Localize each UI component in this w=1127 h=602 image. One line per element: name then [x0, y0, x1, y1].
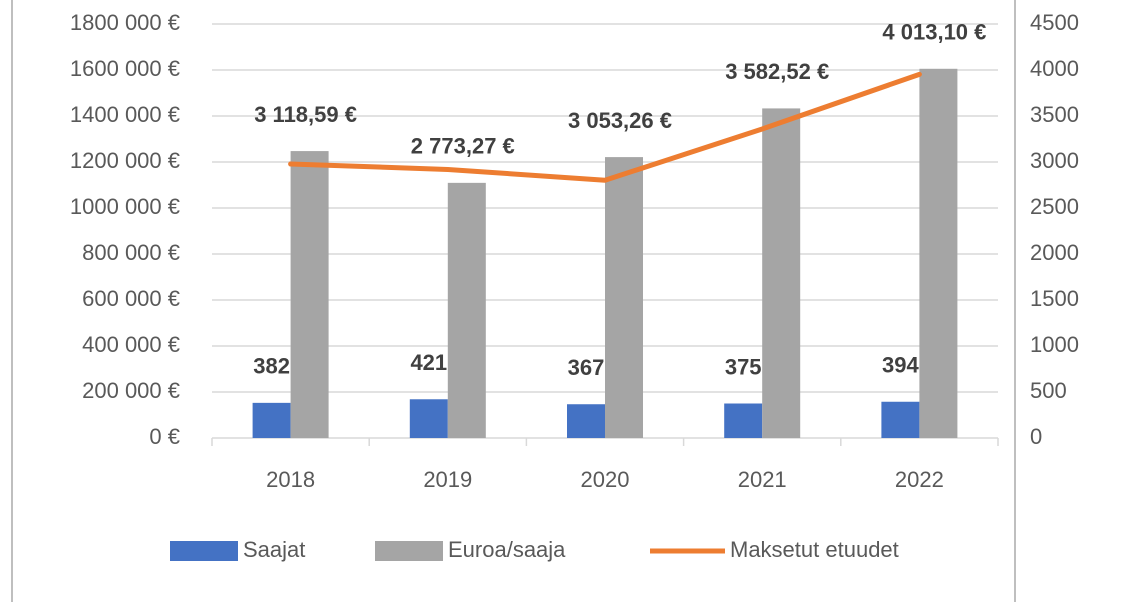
bar: [605, 157, 643, 438]
legend-label: Maksetut etuudet: [730, 537, 899, 562]
bar: [724, 403, 763, 438]
line-series: [288, 71, 922, 183]
y-tick-label: 800 000 €: [82, 240, 180, 265]
y2-tick-label: 1000: [1030, 332, 1079, 357]
bar: [567, 404, 605, 438]
data-label: 394: [882, 353, 919, 378]
y-tick-label: 1000 000 €: [70, 194, 180, 219]
data-label: 421: [410, 350, 447, 375]
y-tick-label: 400 000 €: [82, 332, 180, 357]
bar: [290, 151, 329, 438]
data-label: 382: [253, 354, 290, 379]
y2-tick-label: 500: [1030, 378, 1067, 403]
data-label: 3 582,52 €: [725, 59, 829, 84]
y-tick-label: 1800 000 €: [70, 10, 180, 35]
bar: [762, 108, 801, 439]
data-label: 3 118,59 €: [254, 102, 357, 127]
y2-tick-label: 3000: [1030, 148, 1079, 173]
y-tick-label: 600 000 €: [82, 286, 180, 311]
y2-tick-label: 0: [1030, 424, 1042, 449]
y2-tick-label: 3500: [1030, 102, 1079, 127]
y2-tick-label: 2000: [1030, 240, 1079, 265]
y2-tick-label: 1500: [1030, 286, 1079, 311]
y-tick-label: 1200 000 €: [70, 148, 180, 173]
legend-swatch: [170, 541, 238, 561]
y-tick-label: 200 000 €: [82, 378, 180, 403]
x-tick-label: 2018: [266, 467, 315, 492]
legend-swatch: [375, 541, 443, 561]
data-label: 367: [568, 355, 605, 380]
data-label: 4 013,10 €: [882, 20, 986, 45]
x-tick-label: 2019: [423, 467, 472, 492]
y-tick-label: 0 €: [149, 424, 180, 449]
legend-label: Saajat: [243, 537, 305, 562]
y-tick-label: 1600 000 €: [70, 56, 180, 81]
y2-tick-label: 4000: [1030, 56, 1079, 81]
x-tick-label: 2022: [895, 467, 944, 492]
legend-label: Euroa/saaja: [448, 537, 566, 562]
y2-tick-label: 4500: [1030, 10, 1079, 35]
data-label: 3 053,26 €: [568, 108, 672, 133]
x-tick-label: 2020: [581, 467, 630, 492]
bar: [447, 182, 486, 438]
data-label: 375: [725, 354, 762, 379]
x-tick-label: 2021: [738, 467, 787, 492]
bar: [919, 68, 958, 438]
bar: [252, 402, 291, 438]
bar: [881, 401, 920, 438]
data-label: 2 773,27 €: [411, 134, 515, 159]
y2-tick-label: 2500: [1030, 194, 1079, 219]
bar: [409, 399, 448, 438]
y-tick-label: 1400 000 €: [70, 102, 180, 127]
